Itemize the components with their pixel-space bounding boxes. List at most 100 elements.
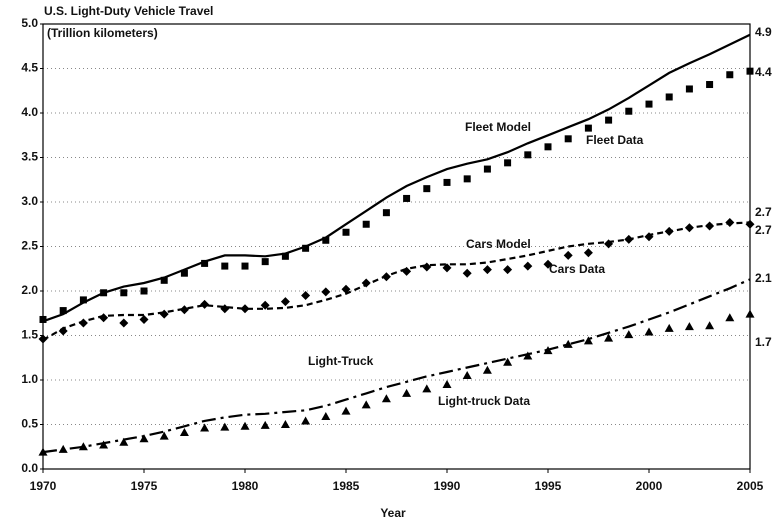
marker [260, 420, 270, 429]
series-label: Cars Model [466, 237, 531, 251]
marker [58, 326, 68, 336]
marker [179, 428, 189, 437]
marker [463, 175, 471, 183]
marker [644, 232, 654, 242]
marker [503, 357, 513, 366]
x-tick-label: 1980 [232, 479, 259, 493]
marker [240, 421, 250, 430]
marker [38, 447, 48, 456]
marker [664, 226, 674, 236]
y-tick-label: 3.5 [21, 150, 38, 164]
y-tick-label: 3.0 [21, 194, 38, 208]
x-tick-label: 1985 [333, 479, 360, 493]
marker [423, 185, 431, 193]
marker [725, 313, 735, 322]
marker [482, 365, 492, 374]
marker [301, 290, 311, 300]
marker [159, 431, 169, 440]
marker [139, 434, 149, 443]
marker [280, 420, 290, 428]
marker [403, 194, 411, 202]
marker [705, 221, 715, 231]
x-tick-label: 2000 [636, 479, 663, 493]
marker [422, 262, 432, 272]
marker [684, 223, 694, 233]
chart-subtitle: (Trillion kilometers) [47, 26, 158, 40]
marker [605, 116, 613, 124]
marker [200, 299, 210, 309]
marker [58, 444, 68, 453]
marker [524, 151, 532, 159]
marker [179, 305, 189, 315]
marker [523, 261, 533, 271]
series-line [42, 278, 751, 454]
marker [442, 263, 452, 273]
marker [341, 406, 351, 415]
marker [362, 220, 370, 228]
marker [543, 346, 553, 355]
marker [78, 318, 88, 328]
marker [99, 313, 109, 323]
marker [381, 394, 391, 403]
x-tick-label: 1970 [30, 479, 57, 493]
marker [160, 276, 168, 284]
marker [563, 339, 573, 348]
marker [321, 411, 331, 420]
y-tick-label: 1.0 [21, 372, 38, 386]
series-label: Light-Truck [308, 354, 374, 368]
series-label: Fleet Model [465, 120, 531, 134]
marker [302, 244, 310, 252]
marker [39, 315, 47, 323]
marker [322, 236, 330, 244]
marker [220, 304, 230, 314]
marker [543, 259, 553, 269]
marker [443, 178, 451, 186]
marker [341, 284, 351, 294]
marker [604, 239, 614, 249]
marker [381, 272, 391, 282]
marker [462, 371, 472, 380]
x-axis-label: Year [380, 506, 406, 520]
x-tick-label: 2005 [737, 479, 764, 493]
marker [745, 309, 755, 318]
y-tick-label: 2.5 [21, 239, 38, 253]
data-label: 1.7 [755, 335, 772, 349]
marker [159, 309, 169, 319]
marker [503, 265, 513, 275]
data-label: 2.7 [755, 223, 772, 237]
marker [119, 437, 129, 446]
marker [644, 327, 654, 336]
marker [321, 287, 331, 297]
marker [261, 258, 269, 266]
y-tick-label: 4.5 [21, 61, 38, 75]
marker [200, 423, 210, 432]
marker [281, 252, 289, 260]
marker [583, 248, 593, 258]
marker [382, 209, 390, 217]
marker [544, 143, 552, 151]
data-label: 4.9 [755, 25, 772, 39]
marker [201, 259, 209, 267]
marker [645, 100, 653, 108]
marker [301, 416, 311, 425]
marker [482, 265, 492, 275]
marker [624, 234, 634, 244]
data-label: 2.1 [755, 271, 772, 285]
series-line [42, 33, 751, 323]
marker [604, 333, 614, 342]
marker [563, 250, 573, 260]
marker [99, 440, 109, 449]
marker [483, 165, 491, 173]
marker [140, 287, 148, 295]
data-label: 2.7 [755, 205, 772, 219]
marker [664, 323, 674, 332]
marker [38, 334, 48, 344]
marker [280, 297, 290, 307]
marker [402, 388, 412, 397]
marker [241, 262, 249, 270]
marker [442, 379, 452, 388]
series-label: Fleet Data [586, 133, 644, 147]
marker [422, 384, 432, 393]
marker [685, 85, 693, 93]
